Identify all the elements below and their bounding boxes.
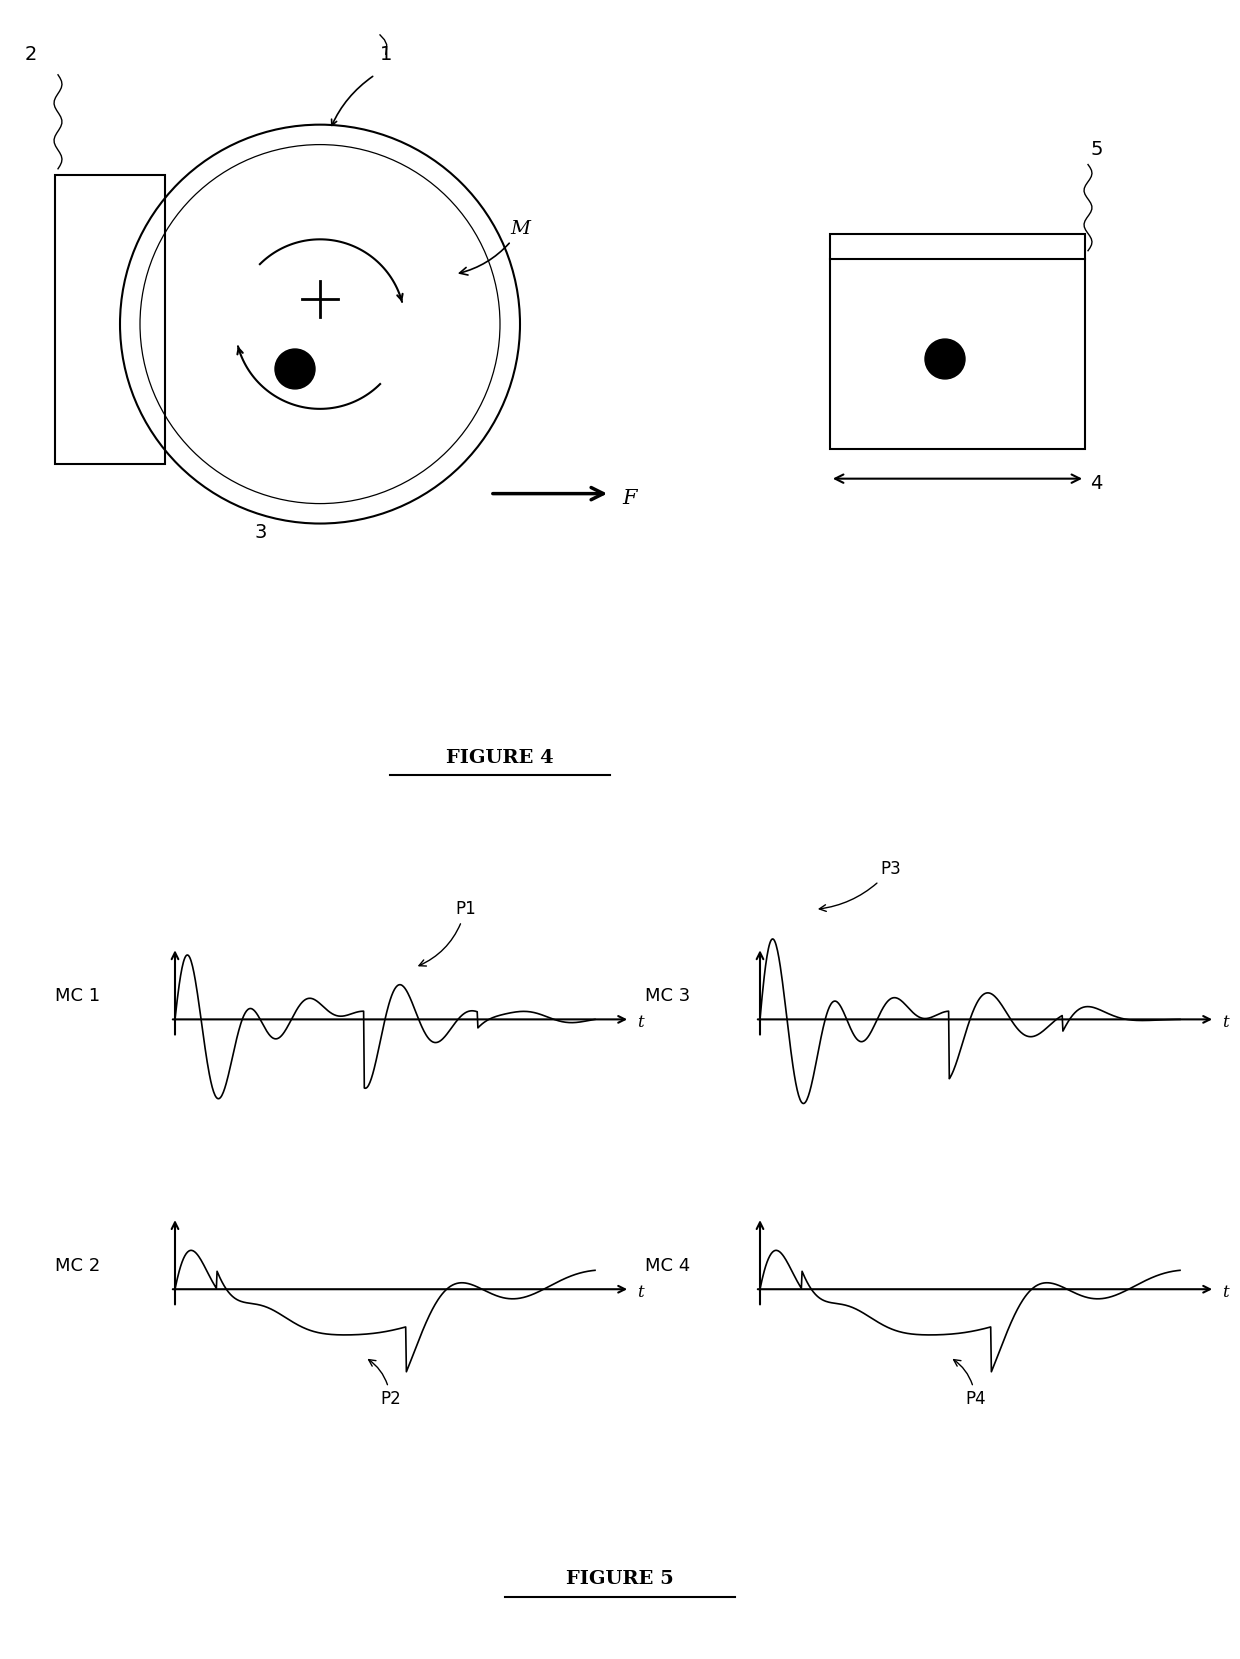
Text: 5: 5 bbox=[1090, 139, 1102, 159]
Text: t: t bbox=[637, 1284, 644, 1301]
Text: MC 3: MC 3 bbox=[645, 987, 691, 1005]
Text: 2: 2 bbox=[25, 45, 37, 63]
Text: F: F bbox=[622, 489, 636, 508]
Text: P1: P1 bbox=[419, 901, 476, 966]
Text: 4: 4 bbox=[1090, 473, 1102, 493]
Text: P4: P4 bbox=[954, 1360, 986, 1408]
Text: t: t bbox=[1221, 1014, 1229, 1032]
Text: FIGURE 5: FIGURE 5 bbox=[567, 1569, 673, 1588]
Text: 3: 3 bbox=[255, 524, 268, 542]
Text: MC 1: MC 1 bbox=[55, 987, 100, 1005]
Text: M: M bbox=[460, 221, 529, 275]
Bar bbox=[55, 174, 165, 465]
Text: t: t bbox=[637, 1014, 644, 1032]
Text: 1: 1 bbox=[379, 45, 392, 63]
Text: MC 2: MC 2 bbox=[55, 1258, 100, 1276]
Text: MC 4: MC 4 bbox=[645, 1258, 691, 1276]
Circle shape bbox=[925, 338, 965, 378]
Text: P2: P2 bbox=[368, 1360, 401, 1408]
Bar bbox=[830, 234, 1085, 448]
Text: t: t bbox=[1221, 1284, 1229, 1301]
Text: FIGURE 4: FIGURE 4 bbox=[446, 748, 554, 766]
Text: P3: P3 bbox=[820, 861, 900, 911]
Circle shape bbox=[275, 348, 315, 388]
